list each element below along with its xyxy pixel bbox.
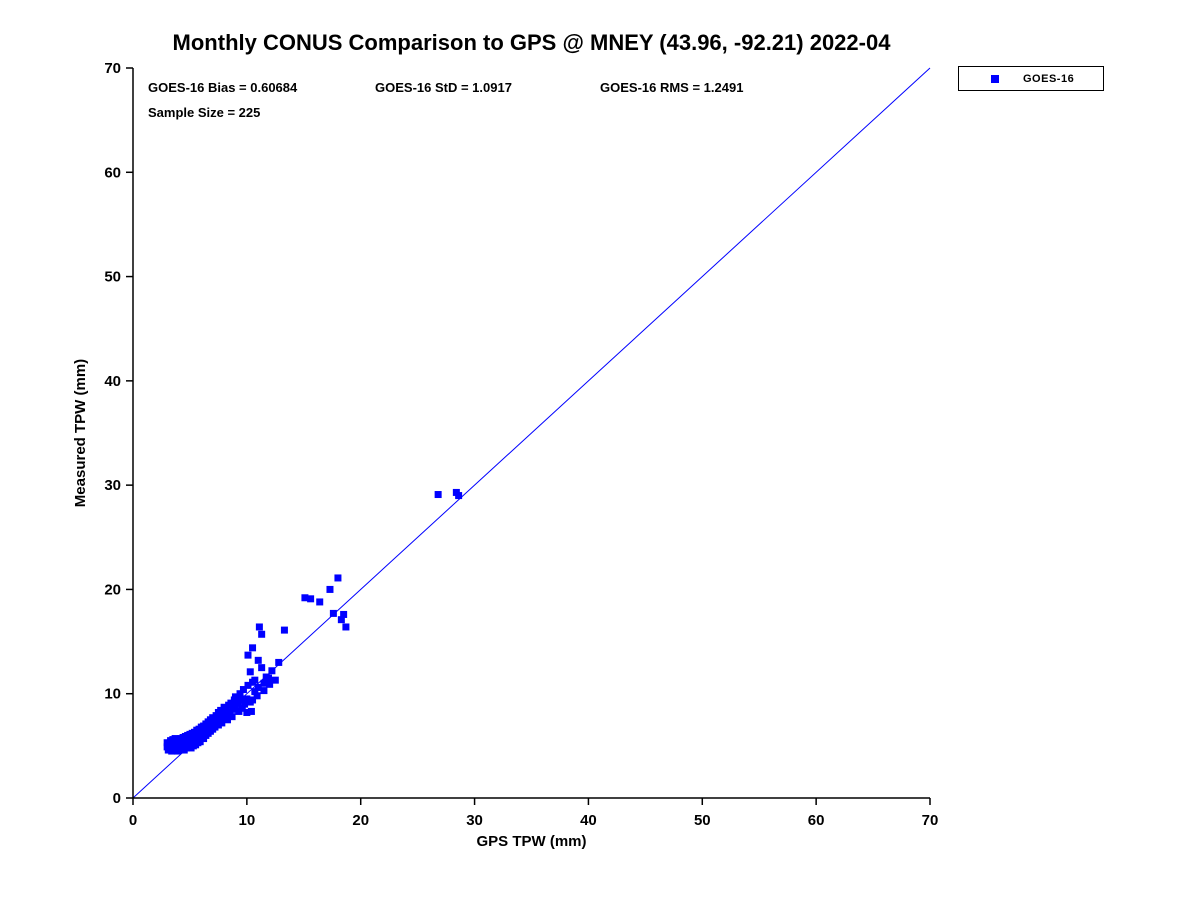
- y-tick-label: 20: [104, 581, 121, 598]
- data-point: [244, 651, 252, 659]
- legend-label: GOES-16: [1023, 72, 1075, 85]
- data-point: [258, 630, 266, 638]
- y-axis-label: Measured TPW (mm): [72, 359, 89, 507]
- data-point: [239, 686, 247, 694]
- y-tick-label: 40: [104, 373, 121, 390]
- x-tick-label: 30: [466, 812, 483, 829]
- data-point: [216, 715, 224, 723]
- y-tick-label: 10: [104, 686, 121, 703]
- data-point: [254, 683, 262, 691]
- data-point: [337, 616, 345, 624]
- data-point: [253, 692, 261, 700]
- x-tick-label: 60: [808, 812, 825, 829]
- x-tick-label: 10: [239, 812, 256, 829]
- data-point: [260, 679, 268, 687]
- data-point: [236, 690, 244, 698]
- data-point: [316, 598, 324, 606]
- y-tick-label: 50: [104, 269, 121, 286]
- y-tick-label: 60: [104, 164, 121, 181]
- data-point: [271, 676, 279, 684]
- x-tick-label: 50: [694, 812, 711, 829]
- stat-bias: GOES-16 Bias = 0.60684: [148, 80, 298, 95]
- data-point: [340, 610, 348, 618]
- data-point: [254, 656, 262, 664]
- data-point: [251, 676, 259, 684]
- data-point: [455, 492, 463, 500]
- data-point: [258, 664, 266, 672]
- data-point: [238, 704, 246, 712]
- data-point: [307, 595, 315, 603]
- data-point: [249, 696, 257, 704]
- x-tick-label: 70: [922, 812, 939, 829]
- y-tick-label: 0: [113, 790, 121, 807]
- data-point: [434, 491, 442, 499]
- data-point: [246, 668, 254, 676]
- data-point: [260, 687, 268, 695]
- legend-marker-square-icon: [991, 74, 999, 83]
- data-point: [334, 574, 342, 582]
- data-point: [231, 693, 239, 701]
- data-point: [237, 696, 245, 704]
- data-point: [275, 658, 283, 666]
- data-point: [244, 681, 252, 689]
- data-point: [329, 609, 337, 617]
- x-tick-label: 0: [129, 812, 137, 829]
- y-tick-label: 30: [104, 477, 121, 494]
- data-point: [342, 623, 350, 631]
- y-tick-label: 70: [104, 60, 121, 77]
- data-point: [243, 708, 251, 716]
- chart-title: Monthly CONUS Comparison to GPS @ MNEY (…: [172, 30, 891, 55]
- legend: GOES-16: [958, 66, 1104, 91]
- data-point: [251, 688, 259, 696]
- data-point: [241, 700, 249, 708]
- stat-std: GOES-16 StD = 1.0917: [375, 80, 512, 95]
- data-point: [264, 674, 272, 682]
- data-point: [220, 703, 228, 711]
- data-point: [280, 626, 288, 634]
- data-point: [249, 644, 257, 652]
- data-point: [218, 719, 226, 727]
- x-tick-label: 20: [352, 812, 369, 829]
- data-point: [228, 713, 236, 721]
- stat-rms: GOES-16 RMS = 1.2491: [600, 80, 744, 95]
- data-point: [255, 623, 263, 631]
- data-point: [266, 680, 274, 688]
- stat-sample: Sample Size = 225: [148, 105, 261, 120]
- x-tick-label: 40: [580, 812, 597, 829]
- data-point: [326, 585, 334, 593]
- data-point: [268, 667, 276, 675]
- data-point: [247, 707, 255, 715]
- x-axis-label: GPS TPW (mm): [476, 833, 586, 850]
- data-point: [224, 716, 232, 724]
- data-point: [301, 594, 309, 602]
